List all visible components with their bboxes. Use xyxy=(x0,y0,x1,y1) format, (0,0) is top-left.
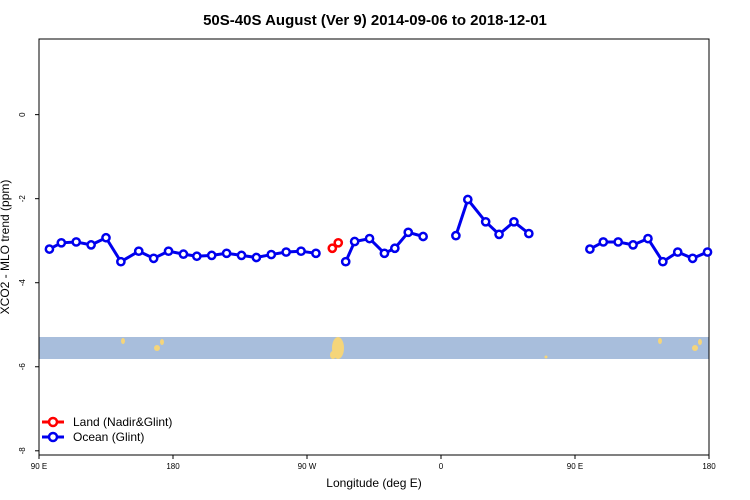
series-line-ocean xyxy=(454,196,530,237)
map-land-patch xyxy=(154,345,160,351)
data-point-ocean xyxy=(643,233,653,244)
data-point-ocean xyxy=(462,194,473,205)
x-tick: 90 E xyxy=(567,455,583,471)
x-tick-label: 90 E xyxy=(31,462,47,471)
data-point-ocean xyxy=(379,248,390,259)
legend-marker-ocean xyxy=(47,431,59,443)
map-land-patch xyxy=(121,338,125,344)
data-point-ocean xyxy=(191,251,202,262)
data-point-ocean xyxy=(418,231,428,242)
map-land-patch xyxy=(692,345,698,351)
data-point-ocean xyxy=(163,246,174,257)
data-point-ocean xyxy=(251,252,262,263)
y-tick: -8 xyxy=(18,447,39,455)
y-tick-label: -4 xyxy=(18,279,27,287)
data-point-ocean xyxy=(148,253,159,264)
x-axis-label: Longitude (deg E) xyxy=(326,476,421,490)
data-point-ocean xyxy=(389,243,400,254)
map-ocean xyxy=(39,337,709,359)
x-tick-label: 180 xyxy=(166,462,180,471)
map-land-patch xyxy=(658,338,662,344)
data-point-ocean xyxy=(657,256,668,267)
map-land-patch xyxy=(330,351,336,359)
legend-item-land: Land (Nadir&Glint) xyxy=(42,415,172,429)
data-point-ocean xyxy=(672,247,683,257)
data-point-ocean xyxy=(364,233,375,244)
x-tick-label: 90 W xyxy=(298,462,317,471)
data-point-land xyxy=(327,243,338,254)
y-tick-label: -6 xyxy=(18,363,27,371)
data-point-ocean xyxy=(116,256,126,267)
x-tick: 180 xyxy=(702,455,716,471)
map-land-patch xyxy=(544,355,548,359)
x-axis: 90 E 180 90 W 0 90 E 180 xyxy=(31,455,716,471)
y-tick: -6 xyxy=(18,363,39,371)
x-tick: 0 xyxy=(439,455,444,471)
chart-title: 50S-40S August (Ver 9) 2014-09-06 to 201… xyxy=(203,12,547,29)
data-point-ocean xyxy=(266,249,277,260)
data-point-ocean xyxy=(56,237,67,248)
data-point-ocean xyxy=(585,244,595,254)
data-point-ocean xyxy=(598,237,609,247)
data-point-ocean xyxy=(311,248,321,259)
data-point-ocean xyxy=(480,216,491,227)
map-land-patch xyxy=(698,339,702,345)
data-point-ocean xyxy=(86,240,96,250)
data-point-ocean xyxy=(236,250,247,261)
data-point-ocean xyxy=(340,256,351,267)
data-point-ocean xyxy=(628,240,638,250)
data-point-ocean xyxy=(44,244,55,254)
x-tick-label: 180 xyxy=(702,462,716,471)
data-point-ocean xyxy=(101,232,111,243)
y-tick-label: -2 xyxy=(18,195,27,203)
y-axis-label: XCO2 - MLO trend (ppm) xyxy=(0,180,12,315)
data-point-ocean xyxy=(221,248,232,259)
data-point-ocean xyxy=(687,253,698,264)
y-axis: 0 -2 -4 -6 -8 xyxy=(18,112,39,454)
data-point-ocean xyxy=(71,237,82,247)
data-point-ocean xyxy=(523,228,534,239)
legend-label-land: Land (Nadir&Glint) xyxy=(73,415,172,429)
plot-frame xyxy=(38,38,710,456)
series-layer xyxy=(44,194,713,267)
data-point-ocean xyxy=(349,236,360,247)
y-tick: -2 xyxy=(18,195,39,203)
x-tick-label: 90 E xyxy=(567,462,583,471)
legend-label-ocean: Ocean (Glint) xyxy=(73,430,144,444)
data-point-ocean xyxy=(509,216,519,227)
x-tick: 90 W xyxy=(298,455,317,471)
y-tick-label: 0 xyxy=(18,112,27,117)
data-point-ocean xyxy=(206,250,217,261)
data-point-ocean xyxy=(403,227,414,238)
data-point-ocean xyxy=(613,237,624,247)
x-tick-label: 0 xyxy=(439,462,444,471)
y-tick: -4 xyxy=(18,279,39,287)
data-point-ocean xyxy=(296,246,306,257)
x-tick: 90 E xyxy=(31,455,47,471)
data-point-land xyxy=(333,237,344,248)
data-point-ocean xyxy=(451,230,461,241)
y-tick-label: -8 xyxy=(18,447,27,455)
legend: Land (Nadir&Glint) Ocean (Glint) xyxy=(42,415,172,444)
map-strip xyxy=(39,337,709,359)
data-point-ocean xyxy=(281,247,292,257)
data-point-ocean xyxy=(494,229,504,240)
data-point-ocean xyxy=(133,246,144,257)
map-land-patch xyxy=(160,339,164,345)
legend-marker-land xyxy=(47,416,59,428)
data-point-ocean xyxy=(178,249,189,259)
legend-item-ocean: Ocean (Glint) xyxy=(42,430,144,444)
y-tick: 0 xyxy=(18,112,39,117)
data-point-ocean xyxy=(702,247,713,257)
x-tick: 180 xyxy=(166,455,180,471)
